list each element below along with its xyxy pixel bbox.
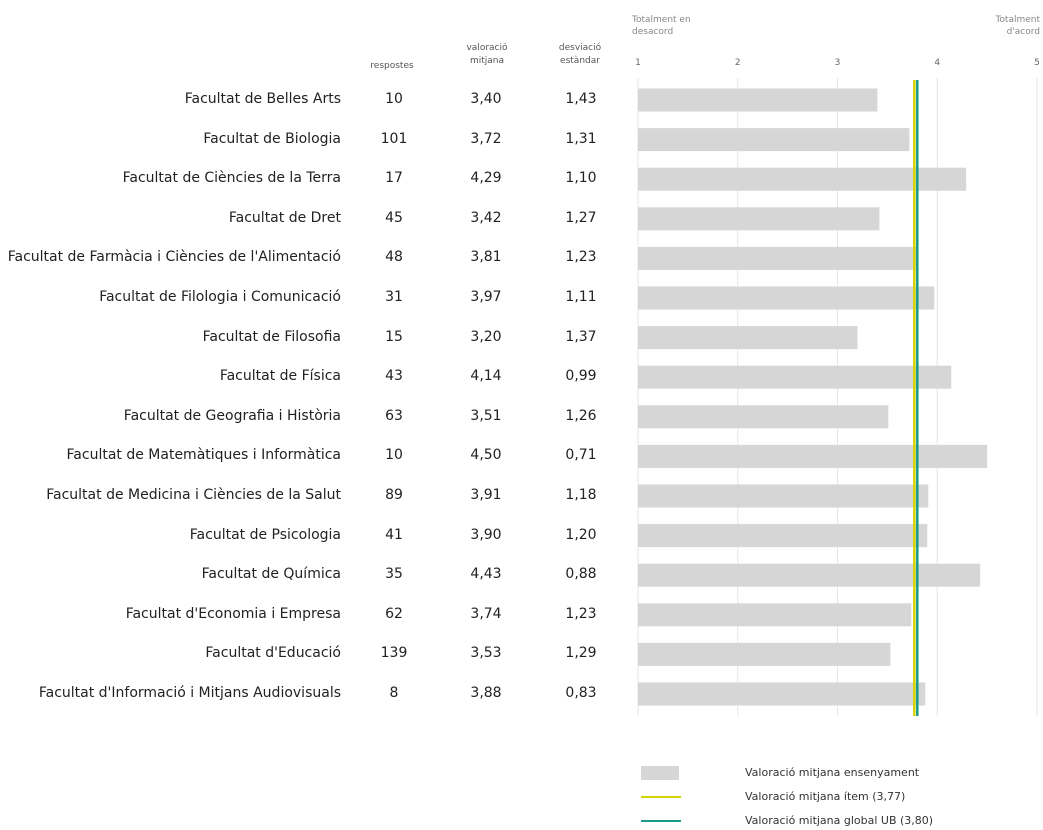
stdev-cell: 1,29 xyxy=(565,645,597,662)
responses-cell: 31 xyxy=(385,289,403,305)
responses-cell: 43 xyxy=(385,368,403,385)
header-mean: valoració mitjana xyxy=(466,43,508,66)
bar xyxy=(638,682,926,706)
category-label: Facultat de Ciències de la Terra xyxy=(122,170,341,187)
tick-label: 2 xyxy=(734,58,741,68)
responses-cell: 89 xyxy=(385,487,403,503)
responses-cell: 10 xyxy=(385,91,403,107)
mean-cell: 3,74 xyxy=(470,605,502,622)
tick-label: 5 xyxy=(1034,58,1040,68)
responses-cell: 8 xyxy=(389,685,399,701)
mean-cell: 3,72 xyxy=(470,130,502,147)
mean-cell: 3,97 xyxy=(470,289,502,305)
legend-label-global: Valoració mitjana global UB (3,80) xyxy=(745,814,934,827)
stdev-cell: 0,83 xyxy=(565,685,597,701)
responses-cell: 139 xyxy=(380,645,408,662)
category-label: Facultat de Filologia i Comunicació xyxy=(99,289,341,305)
bar xyxy=(638,167,967,191)
stdev-cell: 1,18 xyxy=(565,487,597,503)
legend-label-item: Valoració mitjana ítem (3,77) xyxy=(745,790,906,803)
responses-cell: 63 xyxy=(385,407,403,424)
stdev-cell: 1,11 xyxy=(565,289,597,305)
category-label: Facultat d'Informació i Mitjans Audiovis… xyxy=(38,685,341,701)
bar xyxy=(638,326,858,350)
stdev-cell: 1,31 xyxy=(565,130,597,147)
header-stdev: desviació estàndar xyxy=(558,43,602,66)
tick-label: 3 xyxy=(834,58,841,68)
responses-cell: 15 xyxy=(385,328,403,345)
legend-bar-swatch xyxy=(641,766,679,780)
responses-cell: 62 xyxy=(385,605,403,622)
stdev-cell: 0,71 xyxy=(565,447,597,464)
responses-cell: 10 xyxy=(385,447,403,464)
category-label: Facultat de Psicologia xyxy=(189,526,341,543)
legend-global-line-swatch xyxy=(641,820,681,822)
bar xyxy=(638,88,878,112)
mean-cell: 3,90 xyxy=(470,526,502,543)
stdev-cell: 1,23 xyxy=(565,605,597,622)
scale-left-label: Totalment en desacord xyxy=(632,15,691,37)
bar xyxy=(638,524,928,548)
category-label: Facultat de Belles Arts xyxy=(184,91,341,107)
category-label: Facultat de Filosofia xyxy=(202,328,341,345)
responses-cell: 101 xyxy=(380,130,408,147)
bar xyxy=(638,246,919,270)
header-responses: respostes xyxy=(370,61,414,71)
bar xyxy=(638,444,988,468)
category-label: Facultat de Medicina i Ciències de la Sa… xyxy=(46,487,341,503)
mean-cell: 3,51 xyxy=(470,407,502,424)
bar xyxy=(638,365,952,389)
tick-label: 1 xyxy=(635,58,641,68)
tick-label: 4 xyxy=(934,58,941,68)
mean-cell: 3,88 xyxy=(470,685,502,701)
category-label: Facultat de Matemàtiques i Informàtica xyxy=(66,447,341,464)
mean-cell: 4,29 xyxy=(470,170,502,187)
responses-cell: 48 xyxy=(385,249,403,266)
mean-cell: 3,20 xyxy=(470,328,502,345)
category-label: Facultat de Física xyxy=(219,368,341,385)
bar xyxy=(638,563,981,587)
stdev-cell: 1,23 xyxy=(565,249,597,266)
category-label: Facultat de Química xyxy=(201,566,341,583)
category-label: Facultat d'Economia i Empresa xyxy=(125,605,341,622)
category-label: Facultat d'Educació xyxy=(205,645,341,662)
stdev-cell: 0,99 xyxy=(565,368,597,385)
mean-cell: 3,42 xyxy=(470,209,502,226)
mean-cell: 3,53 xyxy=(470,645,502,662)
legend-label-bar: Valoració mitjana ensenyament xyxy=(745,766,920,779)
mean-cell: 4,14 xyxy=(470,368,502,385)
responses-cell: 45 xyxy=(385,209,403,226)
bar xyxy=(638,207,880,231)
stdev-cell: 1,20 xyxy=(565,526,597,543)
category-label: Facultat de Geografia i Història xyxy=(123,407,341,424)
scale-right-label: Totalment d'acord xyxy=(995,15,1040,37)
responses-cell: 35 xyxy=(385,566,403,583)
bar xyxy=(638,405,889,429)
bar xyxy=(638,128,910,152)
bar xyxy=(638,642,891,666)
responses-cell: 41 xyxy=(385,526,403,543)
stdev-cell: 1,26 xyxy=(565,407,597,424)
legend-item-line-swatch xyxy=(641,796,681,798)
mean-cell: 3,40 xyxy=(470,91,502,107)
bar xyxy=(638,286,935,310)
category-label: Facultat de Farmàcia i Ciències de l'Ali… xyxy=(7,249,341,266)
mean-cell: 3,91 xyxy=(470,487,502,503)
category-label: Facultat de Biologia xyxy=(203,130,341,147)
category-label: Facultat de Dret xyxy=(228,209,341,226)
mean-cell: 3,81 xyxy=(470,249,502,266)
stdev-cell: 1,37 xyxy=(565,328,597,345)
stdev-cell: 0,88 xyxy=(565,566,597,583)
responses-cell: 17 xyxy=(385,170,403,187)
mean-cell: 4,50 xyxy=(470,447,502,464)
stdev-cell: 1,43 xyxy=(565,91,597,107)
mean-cell: 4,43 xyxy=(470,566,502,583)
bar xyxy=(638,484,929,508)
bar xyxy=(638,603,912,627)
stdev-cell: 1,27 xyxy=(565,209,597,226)
stdev-cell: 1,10 xyxy=(565,170,597,187)
